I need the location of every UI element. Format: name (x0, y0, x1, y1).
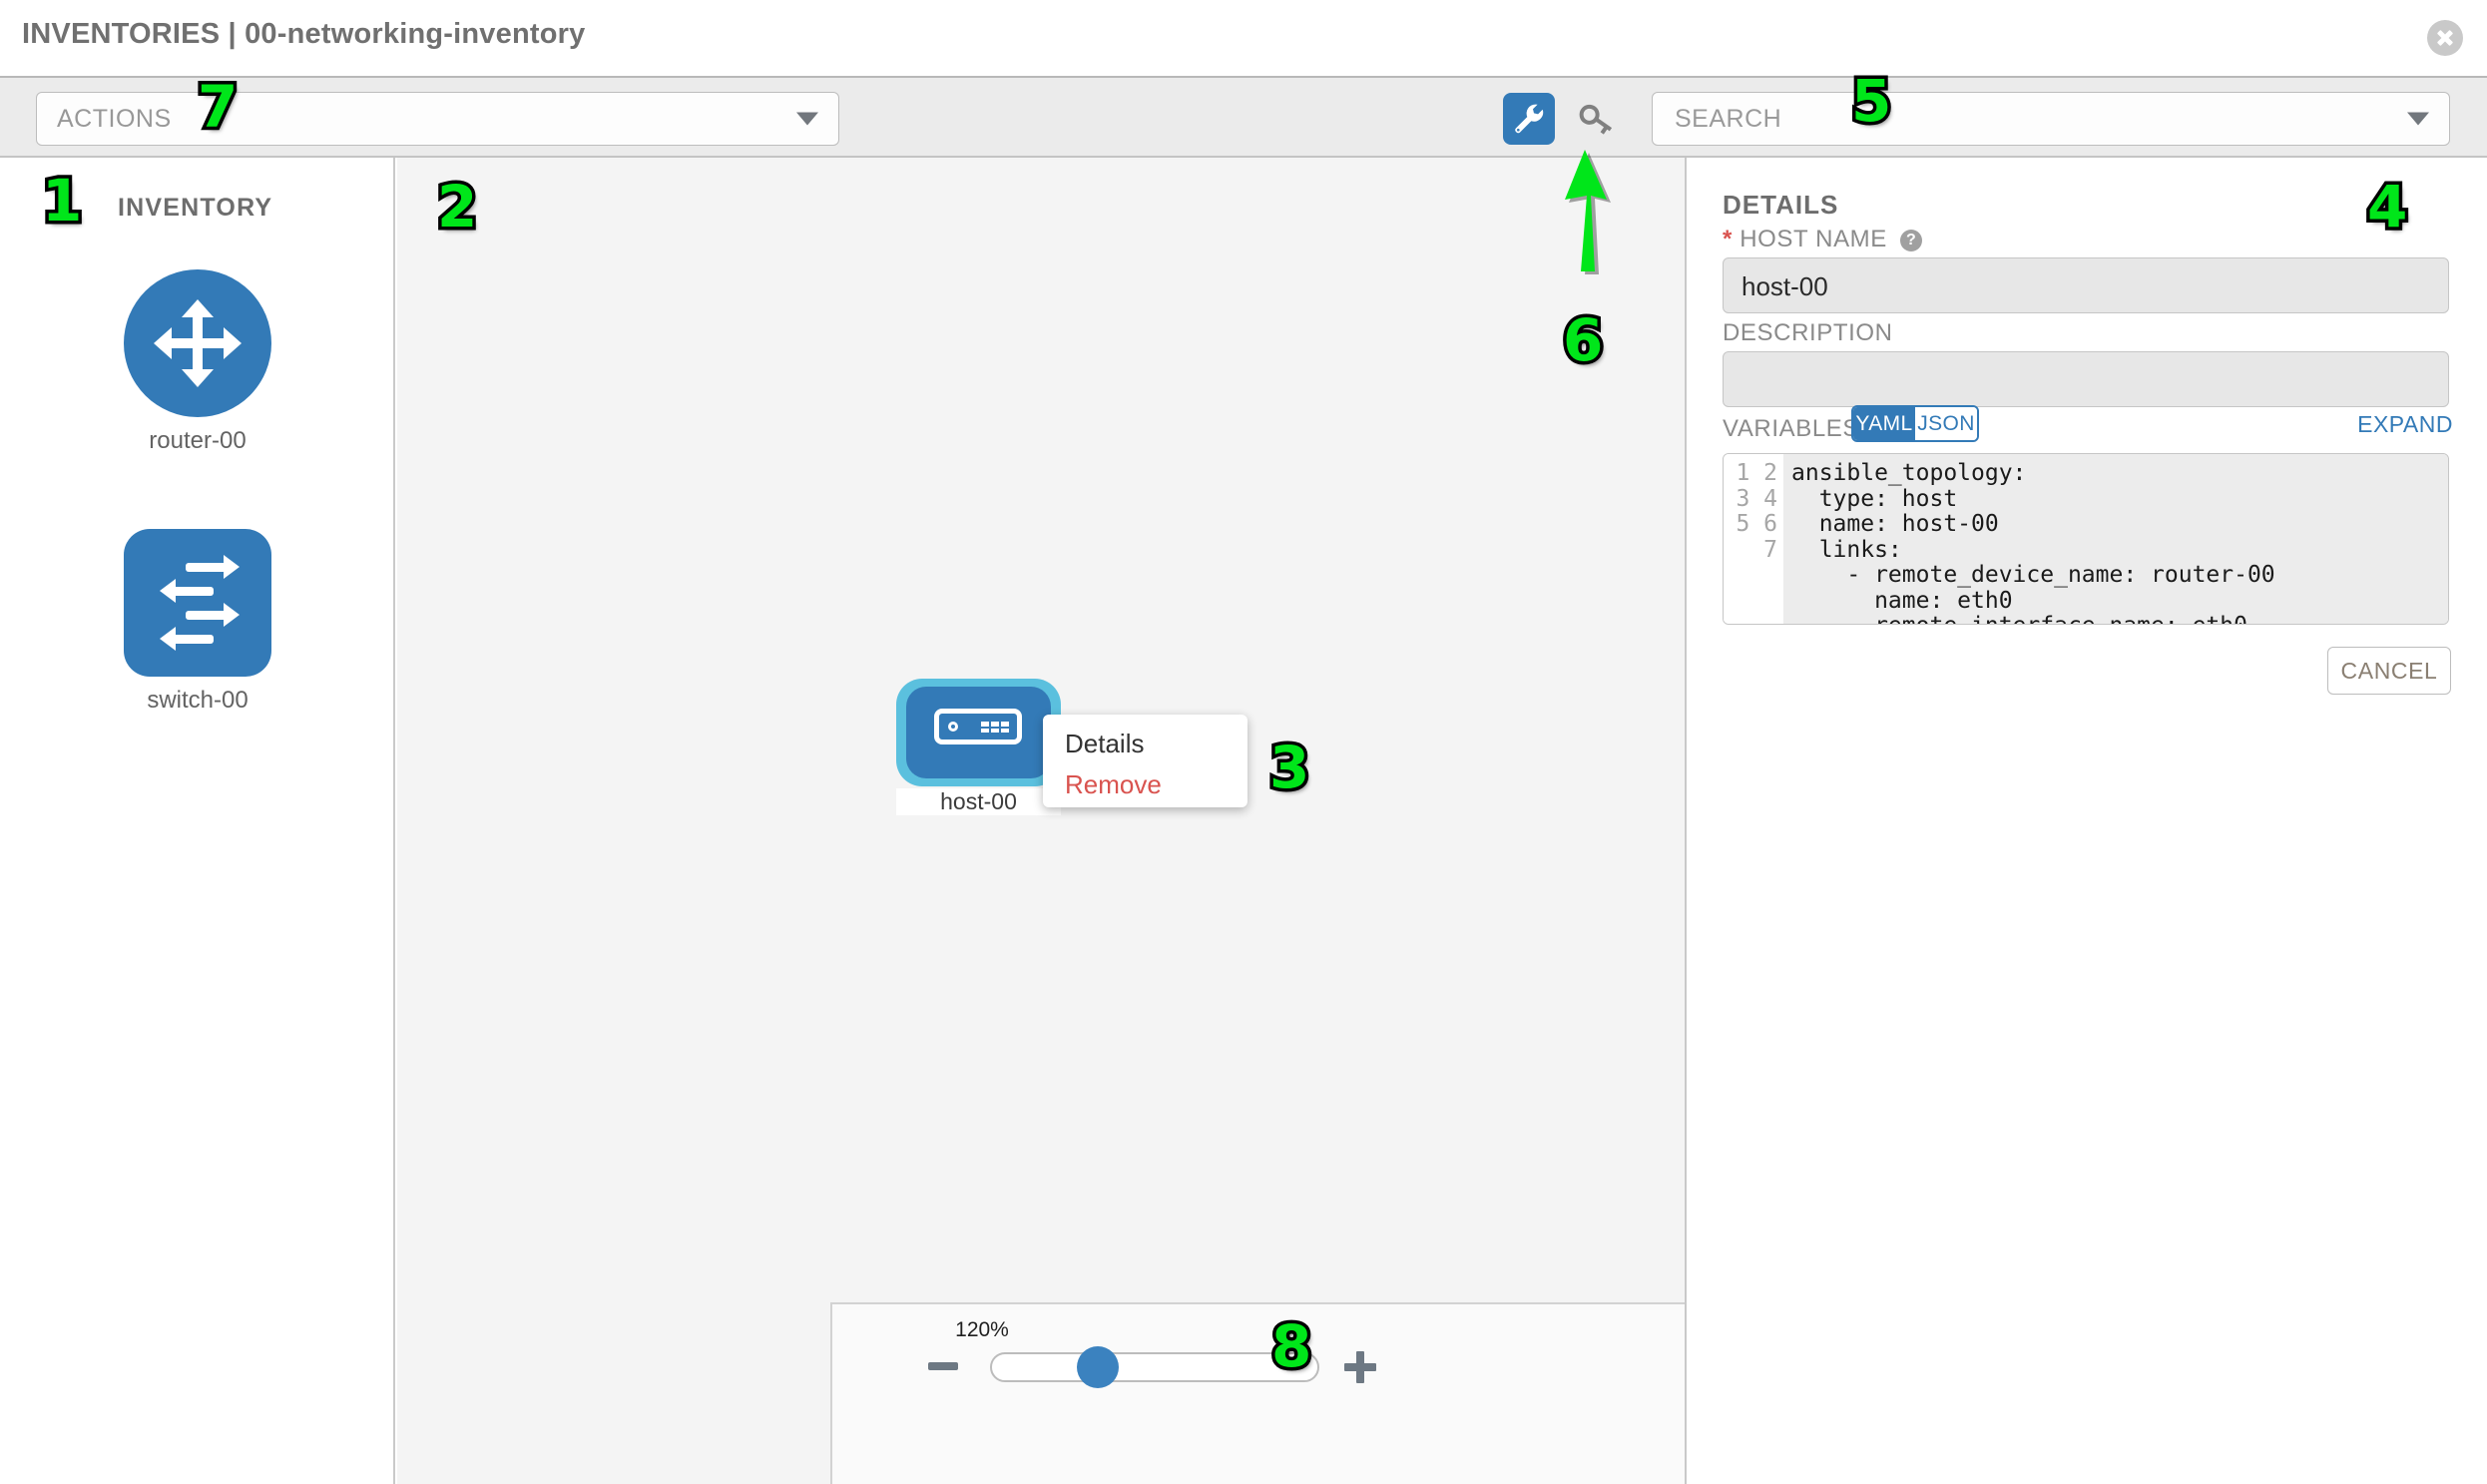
inventory-item-switch[interactable]: switch-00 (0, 529, 395, 715)
details-panel: DETAILS * HOST NAME ? host-00 DESCRIPTIO… (1689, 158, 2487, 1484)
inventory-item-label: switch-00 (147, 687, 249, 714)
zoom-level-label: 120% (955, 1318, 1009, 1341)
toolbar: ACTIONS SEARCH (0, 76, 2487, 158)
device-led-icon (948, 722, 958, 732)
search-placeholder: SEARCH (1675, 105, 1782, 133)
chevron-down-icon (2407, 112, 2429, 126)
variables-label-text: VARIABLES (1723, 415, 1860, 442)
zoom-in-icon[interactable] (1343, 1350, 1377, 1384)
expand-link[interactable]: EXPAND (2357, 411, 2453, 437)
inventory-panel-title: INVENTORY (118, 194, 273, 222)
host-name-label: * HOST NAME ? (1723, 226, 1923, 253)
key-icon (1579, 104, 1613, 135)
question-mark-icon[interactable]: ? (1900, 229, 1923, 251)
key-tool-button[interactable] (1575, 100, 1619, 140)
topology-canvas[interactable]: host-00 Details Remove 120% (397, 158, 1687, 1484)
switch-icon (124, 529, 271, 677)
cancel-button[interactable]: CANCEL (2327, 647, 2451, 695)
node-context-menu: Details Remove (1043, 715, 1247, 807)
router-icon (124, 269, 271, 417)
description-field[interactable] (1723, 351, 2449, 407)
page-title: INVENTORIES | 00-networking-inventory (22, 18, 586, 50)
inventory-panel: INVENTORY router-00 (0, 158, 395, 1484)
zoom-control-panel: 120% (830, 1302, 1685, 1484)
code-line-numbers: 1 2 3 4 5 6 7 (1724, 454, 1783, 624)
host-name-value: host-00 (1741, 271, 1828, 301)
window-titlebar: INVENTORIES | 00-networking-inventory (0, 0, 2487, 76)
zoom-slider-thumb[interactable] (1077, 1346, 1119, 1388)
topology-node-label: host-00 (896, 788, 1061, 815)
topology-node-host[interactable]: host-00 (896, 679, 1061, 815)
chevron-down-icon (796, 112, 818, 126)
context-menu-item-remove[interactable]: Remove (1065, 769, 1162, 799)
wrench-icon (1515, 104, 1544, 134)
wrench-tool-button[interactable] (1503, 93, 1555, 145)
details-panel-title: DETAILS (1723, 190, 1839, 220)
zoom-slider-track[interactable] (990, 1352, 1319, 1382)
host-name-label-text: HOST NAME (1740, 226, 1887, 252)
variables-format-toggle: YAML JSON (1851, 405, 1979, 442)
host-name-field[interactable]: host-00 (1723, 257, 2449, 313)
node-body (906, 687, 1051, 778)
description-label: DESCRIPTION (1723, 319, 1893, 346)
actions-dropdown-label: ACTIONS (57, 105, 172, 133)
inventory-item-router[interactable]: router-00 (0, 269, 395, 455)
inventory-item-label: router-00 (149, 427, 247, 454)
required-marker: * (1723, 226, 1733, 252)
main-body: INVENTORY router-00 (0, 158, 2487, 1484)
toggle-option-json[interactable]: JSON (1915, 407, 1977, 440)
variables-code-editor[interactable]: 1 2 3 4 5 6 7 ansible_topology: type: ho… (1723, 453, 2449, 625)
zoom-out-icon[interactable] (928, 1362, 958, 1370)
toggle-option-yaml[interactable]: YAML (1853, 407, 1915, 440)
close-icon[interactable] (2427, 20, 2463, 56)
search-input[interactable]: SEARCH (1652, 92, 2450, 146)
code-content[interactable]: ansible_topology: type: host name: host-… (1783, 454, 2448, 624)
actions-dropdown[interactable]: ACTIONS (36, 92, 839, 146)
context-menu-item-details[interactable]: Details (1065, 729, 1145, 758)
device-ports-icon (981, 722, 1009, 733)
host-device-icon (934, 709, 1022, 744)
